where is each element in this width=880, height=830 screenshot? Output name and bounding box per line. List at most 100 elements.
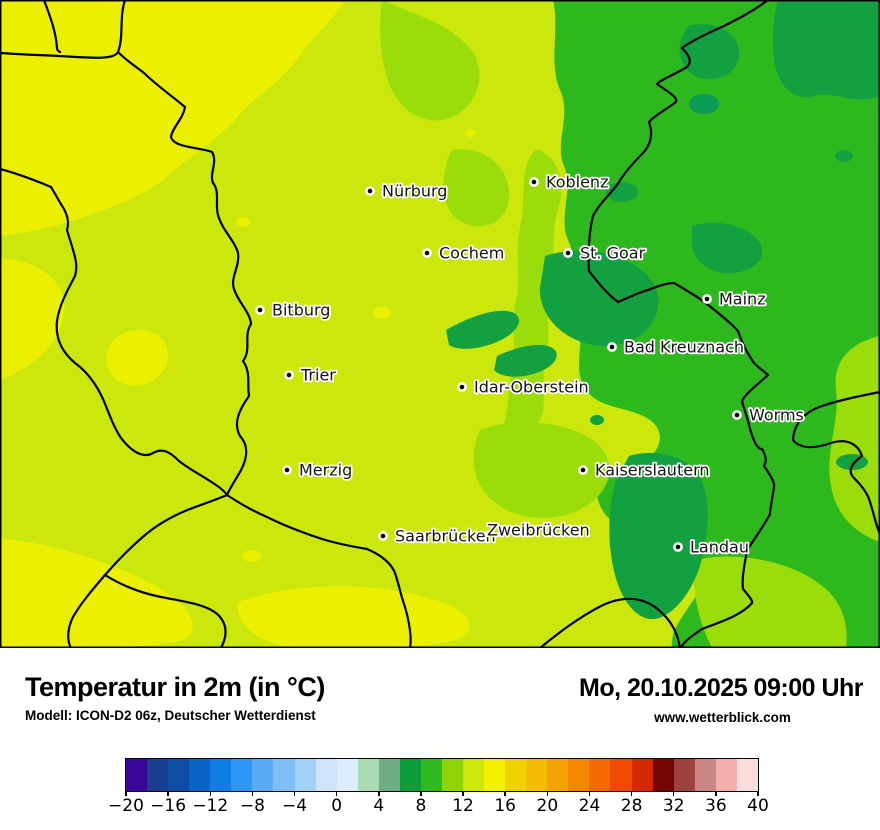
colorbar-swatch--12 — [210, 759, 232, 791]
temperature-colorbar — [125, 758, 759, 792]
colorbar-tick-label: 4 — [373, 796, 385, 816]
city-label-mainz: Mainz — [719, 290, 766, 309]
city-label-st-goar: St. Goar — [580, 244, 646, 263]
colorbar-swatch-36 — [715, 759, 737, 791]
city-dot-landau — [673, 542, 683, 552]
colorbar-swatch--4 — [294, 759, 316, 791]
city-dot-bad-kreuznach — [607, 342, 617, 352]
colorbar-swatch-32 — [673, 759, 695, 791]
colorbar-tick-label: 8 — [415, 796, 427, 816]
city-label-merzig: Merzig — [299, 461, 352, 480]
city-label-saarbr-cken: Saarbrücken — [395, 527, 496, 546]
colorbar-swatch-18 — [526, 759, 548, 791]
colorbar-tick — [420, 791, 422, 796]
model-info: Modell: ICON-D2 06z, Deutscher Wetterdie… — [25, 708, 316, 723]
colorbar-tick-label: −8 — [239, 796, 265, 816]
colorbar-tick — [546, 791, 549, 796]
colorbar-tick — [378, 791, 380, 796]
city-dot-worms — [732, 410, 742, 420]
colorbar-tick-label: 28 — [620, 796, 643, 816]
colorbar-tick-label: −4 — [282, 796, 308, 816]
city-label-bitburg: Bitburg — [272, 301, 330, 320]
colorbar-swatch-22 — [568, 759, 590, 791]
temperature-map: Nürburg Koblenz Cochem St. Goar Bitburg Mainz… — [0, 0, 880, 648]
colorbar-tick — [504, 791, 506, 796]
colorbar-tick — [251, 791, 254, 796]
colorbar-swatch-6 — [399, 759, 421, 791]
city-dot-trier — [284, 370, 294, 380]
colorbar-tick — [672, 791, 675, 796]
colorbar-tick-label: −20 — [108, 796, 144, 816]
colorbar-swatch-14 — [484, 759, 506, 791]
colorbar-swatch--18 — [147, 759, 169, 791]
city-label-trier: Trier — [300, 366, 336, 385]
map-frame — [0, 0, 880, 648]
city-label-cochem: Cochem — [439, 244, 504, 263]
city-dot-st-goar — [563, 248, 573, 258]
city-dot-bitburg — [255, 305, 265, 315]
colorbar-swatch-4 — [378, 759, 400, 791]
city-dot-saarbr-cken — [378, 531, 388, 541]
city-label-koblenz: Koblenz — [546, 173, 608, 192]
city-dot-cochem — [422, 248, 432, 258]
city-markers: Nürburg Koblenz Cochem St. Goar Bitburg Mainz… — [255, 171, 806, 558]
colorbar-swatch-24 — [589, 759, 611, 791]
colorbar-tick — [335, 791, 338, 796]
city-label-worms: Worms — [749, 406, 804, 425]
city-dot-mainz — [702, 294, 712, 304]
city-dot-kaiserslautern — [578, 465, 588, 475]
colorbar-tick-label: 24 — [578, 796, 601, 816]
forecast-datetime: Mo, 20.10.2025 09:00 Uhr — [579, 674, 864, 702]
city-label-bad-kreuznach: Bad Kreuznach — [624, 338, 744, 357]
city-dot-koblenz — [529, 177, 539, 187]
city-label-landau: Landau — [690, 538, 749, 557]
colorbar-tick-label: 40 — [747, 796, 769, 816]
colorbar-swatch--16 — [168, 759, 190, 791]
colorbar-tick — [209, 791, 212, 796]
colorbar-tick — [167, 791, 169, 796]
colorbar-swatch-0 — [336, 759, 358, 791]
colorbar-tick — [715, 791, 717, 796]
colorbar-tick-label: −16 — [150, 796, 187, 816]
colorbar-swatch--20 — [126, 759, 148, 791]
colorbar-swatch-12 — [463, 759, 485, 791]
city-label-kaiserslautern: Kaiserslautern — [595, 461, 710, 480]
colorbar-tick — [125, 791, 127, 796]
colorbar-tick — [630, 791, 633, 796]
colorbar-swatch-30 — [652, 759, 674, 791]
website-url: www.wetterblick.com — [654, 710, 791, 725]
page-title: Temperatur in 2m (in °C) — [25, 672, 325, 702]
colorbar-swatch--2 — [315, 759, 337, 791]
colorbar-swatch--14 — [189, 759, 211, 791]
colorbar-swatch--10 — [231, 759, 253, 791]
colorbar-swatch-38 — [736, 759, 758, 791]
colorbar-swatch-2 — [357, 759, 379, 791]
city-label-n-rburg: Nürburg — [382, 182, 447, 201]
colorbar-tick-label: 12 — [452, 796, 474, 816]
city-label-idar-oberstein: Idar-Oberstein — [474, 378, 589, 397]
city-dot-n-rburg — [365, 186, 375, 196]
city-dot-idar-oberstein — [457, 382, 467, 392]
colorbar-swatch-10 — [441, 759, 463, 791]
colorbar-swatch-20 — [547, 759, 569, 791]
colorbar-tick — [293, 791, 296, 796]
colorbar-tick-label: 36 — [705, 796, 727, 816]
colorbar-swatch-34 — [694, 759, 716, 791]
colorbar-tick — [757, 791, 759, 796]
colorbar-tick-label: −12 — [192, 796, 229, 816]
city-dot-merzig — [282, 465, 292, 475]
colorbar-tick-label: 0 — [331, 796, 343, 816]
colorbar-tick-label: 20 — [536, 796, 559, 816]
colorbar-swatch-8 — [420, 759, 442, 791]
colorbar-swatch-28 — [631, 759, 653, 791]
colorbar-tick — [462, 791, 464, 796]
colorbar-tick-label: 16 — [494, 796, 516, 816]
colorbar-swatch--8 — [252, 759, 274, 791]
colorbar-swatch-26 — [610, 759, 632, 791]
colorbar-tick — [588, 791, 591, 796]
colorbar-swatch-16 — [505, 759, 527, 791]
colorbar-tick-label: 32 — [662, 796, 685, 816]
colorbar-swatch--6 — [273, 759, 295, 791]
city-label-zweibr-cken: Zweibrücken — [487, 521, 590, 540]
